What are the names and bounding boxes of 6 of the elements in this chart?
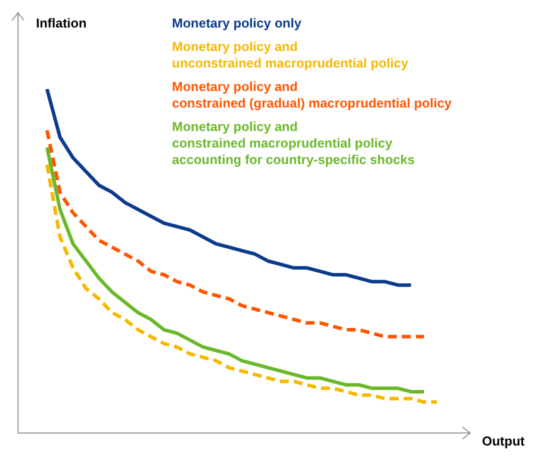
text: Monetary policy only xyxy=(172,16,302,31)
text: Monetary policy and constrained (gradual) macroprudential policy xyxy=(172,79,452,111)
x-axis-title: Output xyxy=(482,434,526,449)
text: Monetary policy and constrained macroprudential policy accounting for country-specific shocks xyxy=(172,119,415,168)
y-axis-title: Inflation xyxy=(36,16,87,31)
text: Monetary policy and unconstrained macroprudential policy xyxy=(172,39,409,71)
